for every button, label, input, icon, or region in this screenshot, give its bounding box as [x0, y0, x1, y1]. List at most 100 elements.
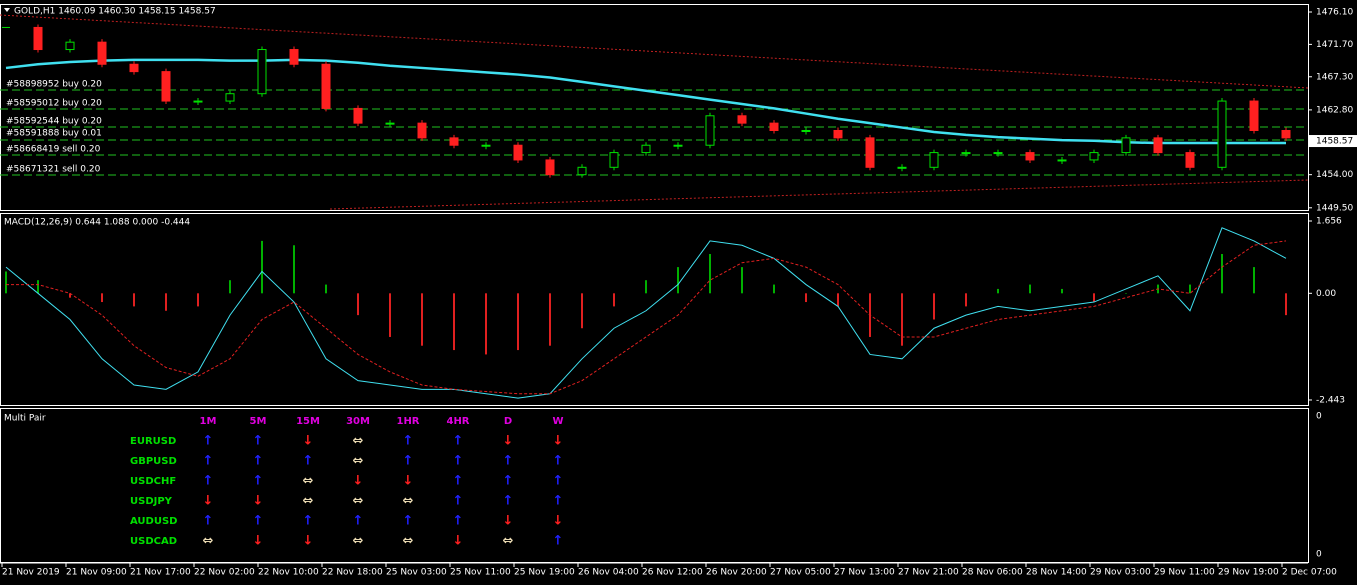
- signal-arrow: ↓: [303, 534, 314, 549]
- candle: [865, 137, 875, 168]
- column-header: 1HR: [396, 416, 419, 427]
- time-label: 22 Nov 02:00: [194, 568, 255, 578]
- time-label: 29 Nov 19:00: [1218, 568, 1279, 578]
- pair-name: USDCAD: [130, 536, 177, 547]
- y-tick-label: 1454.00: [1316, 170, 1353, 180]
- candle: [1121, 137, 1131, 154]
- menu-arrow[interactable]: [4, 8, 10, 12]
- time-label: 22 Nov 10:00: [258, 568, 319, 578]
- signal-arrow: ↑: [203, 514, 214, 529]
- signal-arrow: ↑: [253, 514, 264, 529]
- candle: [1281, 130, 1291, 139]
- price-panel: [0, 4, 1309, 211]
- pair-name: EURUSD: [130, 436, 176, 447]
- histogram-bar: [1253, 267, 1255, 294]
- time-label: 21 Nov 2019: [2, 568, 60, 578]
- histogram-bar: [613, 293, 615, 307]
- macd-line: [5, 227, 1287, 399]
- column-header: 30M: [346, 416, 370, 427]
- histogram-bar: [677, 267, 679, 294]
- candle: [417, 122, 427, 139]
- candle: [289, 49, 299, 65]
- histogram-bar: [645, 280, 647, 294]
- time-label: 25 Nov 19:00: [514, 568, 575, 578]
- signal-arrow: ↑: [403, 514, 414, 529]
- candle: [321, 63, 331, 109]
- time-label: 28 Nov 06:00: [962, 568, 1023, 578]
- candle: [129, 63, 139, 73]
- order-label: #58668419 sell 0.20: [6, 145, 101, 155]
- histogram-bar: [5, 271, 7, 294]
- signal-arrow: ↑: [403, 454, 414, 469]
- candle: [353, 107, 363, 124]
- order-label: #58591888 buy 0.01: [6, 129, 102, 139]
- order-label: #58595012 buy 0.20: [6, 99, 102, 109]
- histogram-bar: [709, 254, 711, 294]
- time-label: 26 Nov 12:00: [642, 568, 703, 578]
- signal-arrow: ↑: [303, 514, 314, 529]
- histogram-bar: [133, 293, 135, 307]
- histogram-bar: [997, 288, 999, 294]
- candle: [481, 144, 491, 147]
- histogram-bar: [805, 293, 807, 303]
- macd-title: MACD(12,26,9) 0.644 1.088 0.000 -0.444: [4, 218, 190, 228]
- histogram-bar: [37, 280, 39, 294]
- candle: [161, 71, 171, 102]
- panel-axis-label: 0: [1316, 550, 1322, 560]
- histogram-bar: [581, 293, 583, 329]
- pair-name: USDJPY: [130, 496, 173, 507]
- histogram-bar: [453, 293, 455, 351]
- time-label: 26 Nov 04:00: [578, 568, 639, 578]
- y-tick-label: 1476.10: [1316, 7, 1353, 17]
- column-header: 1M: [200, 416, 217, 427]
- order-label: #58898952 buy 0.20: [6, 80, 102, 90]
- histogram-bar: [485, 293, 487, 355]
- time-label: 26 Nov 20:00: [706, 568, 767, 578]
- signal-line: [6, 240, 1287, 395]
- y-tick-label: 1.656: [1316, 216, 1342, 226]
- time-label: 25 Nov 11:00: [450, 568, 511, 578]
- histogram-bar: [517, 293, 519, 351]
- signal-arrow: ⇔: [503, 534, 514, 549]
- candle: [449, 137, 459, 146]
- candle: [897, 166, 907, 169]
- candle: [577, 166, 587, 176]
- candle: [673, 144, 683, 147]
- time-label: 29 Nov 03:00: [1090, 568, 1151, 578]
- signal-arrow: ↓: [553, 514, 564, 529]
- candle: [1249, 100, 1259, 132]
- y-tick-label: 1471.70: [1316, 40, 1353, 50]
- histogram-bar: [389, 293, 391, 337]
- signal-arrow: ↓: [503, 514, 514, 529]
- multi-pair-title: Multi Pair: [4, 414, 46, 424]
- candle: [1089, 152, 1099, 161]
- candle: [993, 152, 1003, 155]
- histogram-bar: [229, 280, 231, 294]
- histogram-bar: [549, 293, 551, 346]
- candle: [705, 115, 715, 146]
- histogram-bar: [1061, 288, 1063, 294]
- signal-arrow: ↑: [203, 454, 214, 469]
- signal-arrow: ↑: [253, 474, 264, 489]
- time-label: 28 Nov 14:00: [1026, 568, 1087, 578]
- order-label: #58592544 buy 0.20: [6, 117, 102, 127]
- histogram-bar: [1189, 284, 1191, 294]
- candle: [641, 144, 651, 154]
- histogram-bar: [101, 293, 103, 303]
- signal-arrow: ↓: [253, 494, 264, 509]
- time-label: 29 Nov 11:00: [1154, 568, 1215, 578]
- signal-arrow: ↓: [453, 534, 464, 549]
- last-price-box: [1309, 135, 1357, 148]
- signal-arrow: ↓: [303, 434, 314, 449]
- signal-arrow: ↑: [253, 434, 264, 449]
- histogram-bar: [837, 293, 839, 307]
- y-tick-label: 1462.80: [1316, 105, 1353, 115]
- moving-average: [5, 58, 1286, 145]
- signal-arrow: ↑: [553, 494, 564, 509]
- histogram-bar: [69, 293, 71, 298]
- signal-arrow: ↓: [403, 474, 414, 489]
- signal-arrow: ↑: [503, 474, 514, 489]
- candle: [1185, 152, 1195, 168]
